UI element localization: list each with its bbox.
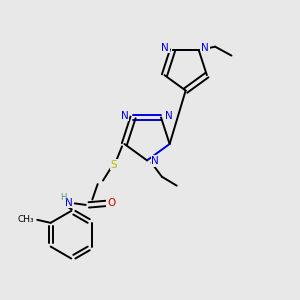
Text: S: S: [111, 160, 117, 170]
Text: N: N: [65, 198, 73, 208]
Text: O: O: [107, 198, 115, 208]
Text: N: N: [152, 156, 159, 166]
Text: N: N: [161, 43, 169, 53]
Text: N: N: [165, 111, 172, 121]
Text: CH₃: CH₃: [17, 215, 34, 224]
Text: N: N: [121, 111, 129, 121]
Text: H: H: [60, 193, 67, 202]
Text: N: N: [201, 43, 209, 53]
